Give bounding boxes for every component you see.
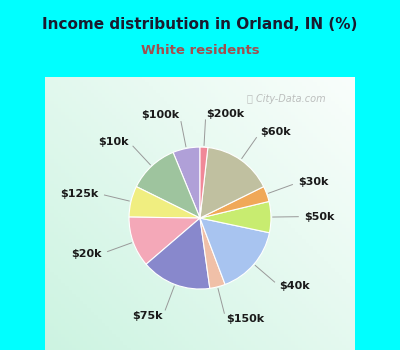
Text: ⓘ City-Data.com: ⓘ City-Data.com [247, 94, 326, 104]
Wedge shape [136, 152, 200, 218]
Text: $125k: $125k [60, 189, 98, 198]
Wedge shape [129, 217, 200, 264]
Text: $60k: $60k [260, 127, 291, 137]
Wedge shape [200, 147, 264, 218]
Wedge shape [200, 202, 271, 233]
Wedge shape [200, 147, 208, 218]
Text: $50k: $50k [305, 212, 335, 222]
Text: $100k: $100k [142, 110, 180, 120]
Text: $150k: $150k [226, 314, 264, 324]
Text: White residents: White residents [141, 44, 259, 57]
Wedge shape [200, 218, 270, 285]
Wedge shape [146, 218, 210, 289]
Wedge shape [129, 187, 200, 218]
Text: $75k: $75k [132, 311, 163, 321]
Text: $200k: $200k [206, 108, 244, 119]
Text: $30k: $30k [298, 177, 329, 187]
Wedge shape [200, 218, 225, 288]
Text: $20k: $20k [71, 249, 102, 259]
Text: $40k: $40k [280, 281, 310, 291]
Wedge shape [173, 147, 200, 218]
Text: $10k: $10k [98, 136, 129, 147]
Text: Income distribution in Orland, IN (%): Income distribution in Orland, IN (%) [42, 17, 358, 32]
Wedge shape [200, 187, 269, 218]
